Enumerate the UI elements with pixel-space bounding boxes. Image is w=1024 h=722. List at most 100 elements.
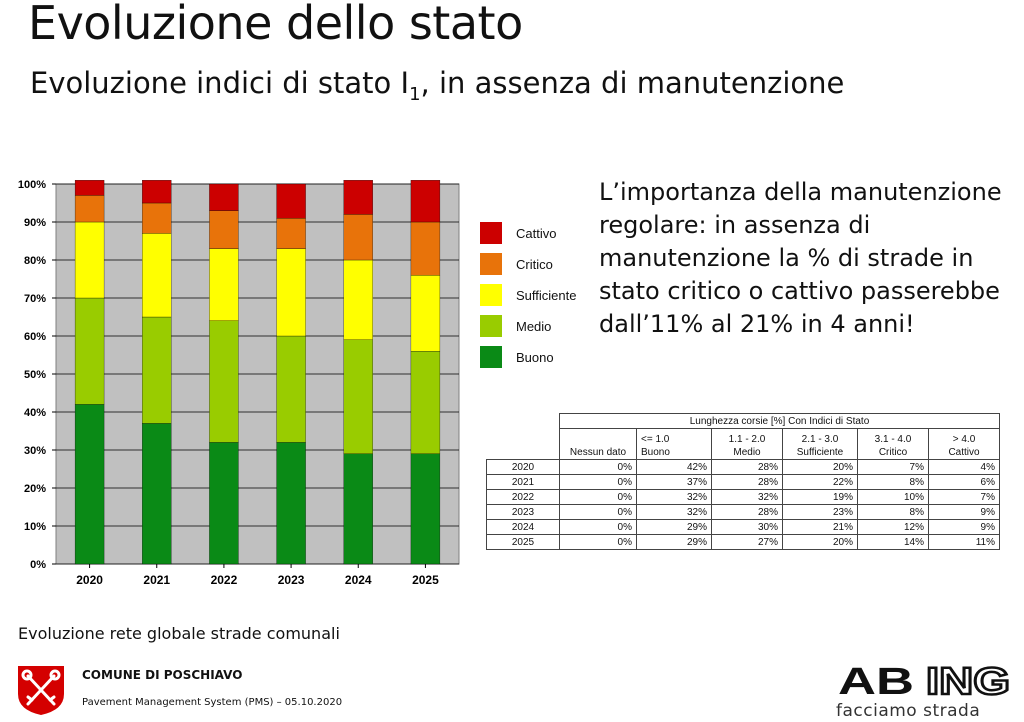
table-cell: 11% [928,534,1000,550]
table-cell: 20% [782,534,858,550]
column-range: 2.1 - 3.0 [801,434,839,445]
x-tick-label: 2024 [345,573,372,587]
column-range: > 4.0 [952,434,976,445]
legend-swatch [480,346,502,368]
table-cell: 7% [857,459,929,475]
bar-segment-critico [142,202,172,234]
legend-label: Critico [516,256,553,272]
column-label: Medio [733,447,761,458]
legend-item-critico: Critico [480,253,576,275]
y-tick-label: 60% [24,331,46,343]
subtitle-text: Evoluzione indici di stato I [30,66,410,100]
bar-segment-critico [209,210,239,249]
legend-item-buono: Buono [480,346,576,368]
legend-label: Cattivo [516,225,557,241]
bar-segment-medio [142,316,172,424]
legend-swatch [480,222,502,244]
legend-item-sufficiente: Sufficiente [480,284,576,306]
legend-item-cattivo: Cattivo [480,222,576,244]
logo-ing-text: ING [926,661,1010,700]
column-label: Nessun dato [569,447,627,458]
bar-segment-buono [276,442,306,565]
bar-segment-critico [410,221,441,276]
bar-segment-medio [74,297,105,405]
table-cell: 12% [857,519,929,535]
column-header: Nessun dato [559,428,637,460]
legend-swatch [480,315,502,337]
table-cell: 0% [559,504,637,520]
y-tick-label: 40% [24,407,46,419]
bar-segment-buono [343,453,373,565]
bar-segment-critico [343,214,373,261]
legend-label: Buono [516,349,554,365]
bar-segment-buono [142,423,172,565]
table-cell: 29% [636,534,712,550]
table-cell: 32% [636,504,712,520]
table-cell: 29% [636,519,712,535]
x-tick-label: 2022 [211,573,238,587]
bar-segment-sufficiente [209,248,239,321]
column-label: Sufficiente [796,447,844,458]
table-cell: 30% [711,519,783,535]
table-cell: 8% [857,474,929,490]
table-cell: 19% [782,489,858,505]
chart-legend: Cattivo Critico Sufficiente Medio Buono [480,222,576,377]
condition-table: Lunghezza corsie [%] Con Indici di Stato… [486,413,1000,550]
bar-segment-medio [209,320,239,443]
table-cell: 0% [559,459,637,475]
bar-segment-cattivo [343,180,373,215]
row-year: 2023 [486,504,560,520]
y-tick-label: 20% [24,483,46,495]
table-cell: 42% [636,459,712,475]
table-row: 2025 0% 29% 27% 20% 14% 11% [486,534,1000,550]
y-tick-label: 100% [18,179,46,191]
table-cell: 20% [782,459,858,475]
table-title: Lunghezza corsie [%] Con Indici di Stato [559,413,1000,429]
organization-name: COMUNE DI POSCHIAVO [82,668,243,682]
legend-swatch [480,284,502,306]
table-row: 2021 0% 37% 28% 22% 8% 6% [486,474,1000,490]
table-cell: 32% [711,489,783,505]
y-tick-label: 0% [30,559,46,571]
table-row: 2024 0% 29% 30% 21% 12% 9% [486,519,1000,535]
column-range: <= 1.0 [641,434,670,445]
table-cell: 4% [928,459,1000,475]
column-label: Critico [878,447,908,458]
bar-segment-sufficiente [142,233,172,318]
column-label: Cattivo [948,447,980,458]
table-corner [487,429,560,460]
page-title: Evoluzione dello stato [28,0,523,50]
table-cell: 28% [711,474,783,490]
bar-segment-sufficiente [410,275,441,352]
column-range: 1.1 - 2.0 [728,434,766,445]
table-cell: 37% [636,474,712,490]
table-cell: 6% [928,474,1000,490]
legend-swatch [480,253,502,275]
bar-segment-buono [74,404,105,565]
x-tick-label: 2020 [76,573,103,587]
legend-label: Sufficiente [516,287,577,303]
table-cell: 23% [782,504,858,520]
bar-segment-cattivo [410,180,441,223]
bar-segment-critico [74,195,105,223]
bar-segment-medio [276,335,306,443]
table-cell: 0% [559,519,637,535]
legend-item-medio: Medio [480,315,576,337]
table-cell: 7% [928,489,1000,505]
chart-caption: Evoluzione rete globale strade comunali [18,624,340,643]
maintenance-note: L’importanza della manutenzione regolare… [599,178,1002,338]
bar-segment-buono [410,453,441,565]
y-tick-label: 30% [24,445,46,457]
bar-segment-medio [343,339,373,454]
bar-segment-medio [410,351,441,454]
table-cell: 9% [928,519,1000,535]
bar-segment-cattivo [276,183,306,219]
x-tick-label: 2023 [278,573,305,587]
column-header: 3.1 - 4.0 Critico [857,428,929,460]
table-cell: 28% [711,459,783,475]
x-tick-label: 2025 [412,573,439,587]
subtitle-subscript: 1 [409,83,421,105]
table-cell: 14% [857,534,929,550]
column-header: <= 1.0 Buono [636,428,712,460]
bar-segment-critico [276,218,306,249]
